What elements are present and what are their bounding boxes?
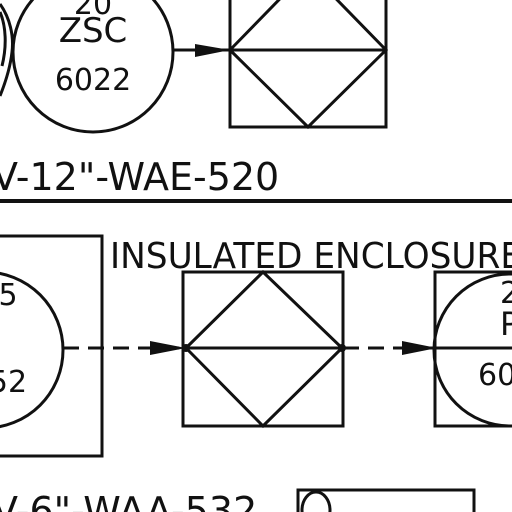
- flow-arrow-top: [195, 44, 230, 57]
- instrument-right-bottom-text: 60: [478, 358, 512, 393]
- instrument-right-middle-text: P: [500, 305, 512, 343]
- line-number-label-top: V-12"-WAE-520: [0, 155, 279, 199]
- instrument-bubble-left: [0, 271, 65, 429]
- instrument-left-bottom-text: 52: [0, 365, 27, 400]
- instrument-left-top-text: 5: [0, 278, 18, 313]
- insulated-enclosure-box: [0, 234, 104, 458]
- instrument-bubble-right: [432, 272, 512, 428]
- diamond-symbol-top: [228, 0, 389, 130]
- bottom-box: [296, 488, 476, 512]
- flow-arrow-middle-left: [150, 341, 186, 355]
- valve-box-top: [228, 0, 388, 129]
- instrument-bubble-zsc: [11, 0, 175, 134]
- instrument-right-top-text: 2: [500, 276, 512, 311]
- instrument-function: ZSC: [59, 11, 128, 51]
- junction-dot-left: [182, 344, 190, 352]
- instrument-tag-number: 20: [74, 0, 112, 22]
- line-number-label-bottom: V-6"-WAA-532: [0, 489, 257, 512]
- junction-dot-right: [338, 344, 346, 352]
- enclosure-label: INSULATED ENCLOSURE: [110, 236, 512, 277]
- flow-arrow-middle-right: [402, 341, 437, 355]
- instrument-loop-number: 6022: [55, 63, 131, 98]
- left-bubble-inner-arc: [0, 11, 7, 67]
- bottom-bubble: [300, 490, 332, 512]
